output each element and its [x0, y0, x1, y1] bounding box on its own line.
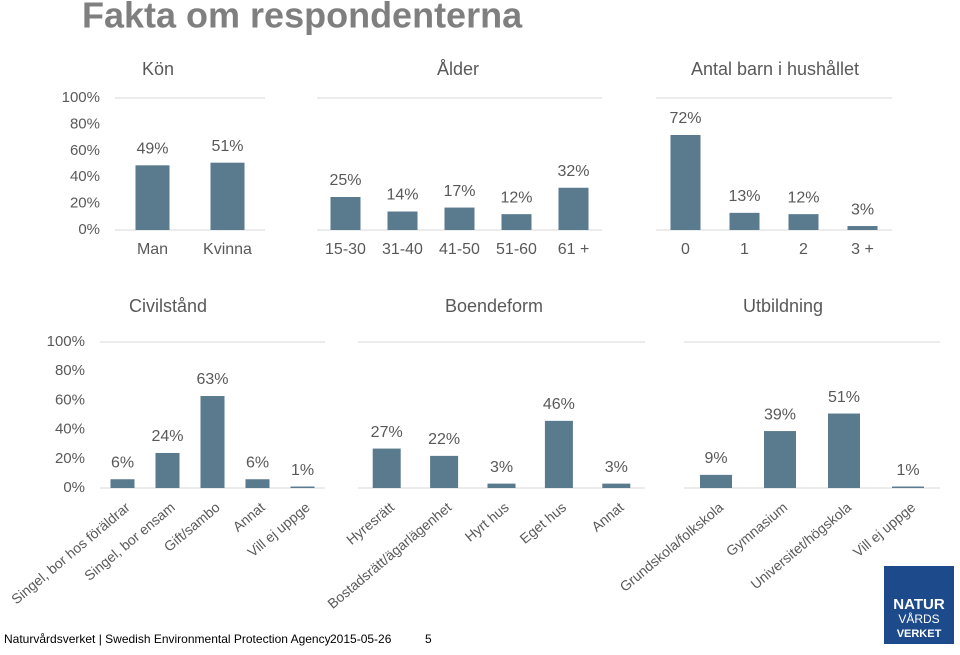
chart-title: Ålder: [437, 59, 479, 79]
value-label: 12%: [787, 189, 819, 206]
y-tick-label: 0%: [78, 221, 100, 238]
chart-title: Kön: [142, 59, 174, 79]
y-tick-label: 40%: [55, 421, 85, 438]
bar: [444, 207, 475, 230]
bar: [847, 226, 878, 230]
chart-title: Boendeform: [445, 296, 543, 316]
bar: [135, 165, 170, 230]
x-tick-label: 15-30: [325, 241, 366, 258]
bar: [670, 134, 701, 230]
x-tick-label: 51-60: [496, 241, 537, 258]
footer-date: 2015-05-26: [330, 632, 392, 646]
y-tick-label: 80%: [70, 115, 100, 132]
y-tick-label: 80%: [55, 362, 85, 379]
value-label: 6%: [246, 454, 269, 471]
value-label: 32%: [557, 163, 589, 180]
logo-background: [884, 566, 954, 644]
slide-title: Fakta om respondenterna: [82, 0, 523, 36]
y-tick-label: 0%: [63, 479, 85, 496]
bar: [602, 483, 631, 488]
x-tick-label: 61 +: [558, 241, 590, 258]
bar: [764, 431, 796, 488]
bar: [290, 486, 315, 488]
y-tick-label: 60%: [70, 142, 100, 159]
value-label: 22%: [428, 431, 460, 448]
x-tick-label: Grundskola/folkskola: [616, 499, 726, 595]
value-label: 72%: [669, 110, 701, 127]
bar: [501, 214, 532, 230]
value-label: 39%: [764, 406, 796, 423]
x-tick-label: 41-50: [439, 241, 480, 258]
bar: [330, 197, 361, 230]
value-label: 6%: [111, 454, 134, 471]
y-tick-label: 20%: [70, 195, 100, 212]
bar: [558, 187, 589, 230]
logo: NATUR VÅRDS VERKET: [884, 566, 954, 644]
y-tick-label: 60%: [55, 391, 85, 408]
bar: [245, 479, 270, 488]
bar: [210, 162, 245, 230]
y-tick-label: 40%: [70, 168, 100, 185]
x-tick-label: Vill ej uppge: [850, 499, 919, 560]
y-tick-label: 100%: [62, 89, 100, 106]
bar: [200, 396, 225, 488]
x-tick-label: 2: [799, 241, 808, 258]
value-label: 51%: [211, 138, 243, 155]
bar: [372, 448, 401, 488]
bar: [110, 479, 135, 488]
bar: [387, 211, 418, 230]
value-label: 3%: [490, 459, 513, 476]
value-label: 12%: [500, 189, 532, 206]
value-label: 24%: [151, 428, 183, 445]
value-label: 25%: [329, 172, 361, 189]
value-label: 9%: [704, 450, 727, 467]
x-tick-label: Annat: [588, 499, 626, 535]
value-label: 17%: [443, 183, 475, 200]
value-label: 13%: [728, 188, 760, 205]
x-tick-label: Eget hus: [517, 499, 570, 547]
chart-title: Antal barn i hushållet: [691, 59, 859, 79]
x-tick-label: 31-40: [382, 241, 423, 258]
logo-line: VERKET: [897, 628, 942, 640]
logo-line: NATUR: [893, 596, 945, 613]
x-tick-label: Hyrt hus: [462, 499, 512, 545]
bar: [700, 474, 732, 488]
bar: [892, 486, 924, 488]
value-label: 63%: [196, 371, 228, 388]
x-tick-label: 0: [681, 241, 690, 258]
value-label: 46%: [543, 396, 575, 413]
y-tick-label: 20%: [55, 450, 85, 467]
chart-title: Utbildning: [743, 296, 823, 316]
value-label: 3%: [605, 459, 628, 476]
x-tick-label: 3 +: [851, 241, 874, 258]
x-tick-label: Kvinna: [203, 241, 252, 258]
value-label: 51%: [828, 389, 860, 406]
bar: [544, 420, 573, 488]
bar: [155, 452, 180, 488]
value-label: 1%: [291, 462, 314, 479]
footer-organization: Naturvårdsverket | Swedish Environmental…: [4, 632, 331, 646]
value-label: 14%: [386, 187, 418, 204]
bar: [828, 413, 860, 488]
value-label: 3%: [851, 201, 874, 218]
x-tick-label: Annat: [229, 499, 267, 535]
bar: [430, 455, 459, 488]
bar: [788, 214, 819, 230]
y-tick-label: 100%: [47, 333, 85, 350]
chart-title: Civilstånd: [129, 296, 207, 316]
x-tick-label: 1: [740, 241, 749, 258]
x-tick-label: Gymnasium: [723, 499, 790, 559]
value-label: 49%: [136, 141, 168, 158]
bar: [487, 483, 516, 488]
x-tick-label: Hyresrätt: [343, 499, 397, 548]
value-label: 27%: [371, 424, 403, 441]
footer-page: 5: [425, 632, 432, 646]
bar: [729, 212, 760, 230]
logo-line: VÅRDS: [898, 611, 939, 626]
x-tick-label: Man: [137, 241, 168, 258]
value-label: 1%: [896, 462, 919, 479]
